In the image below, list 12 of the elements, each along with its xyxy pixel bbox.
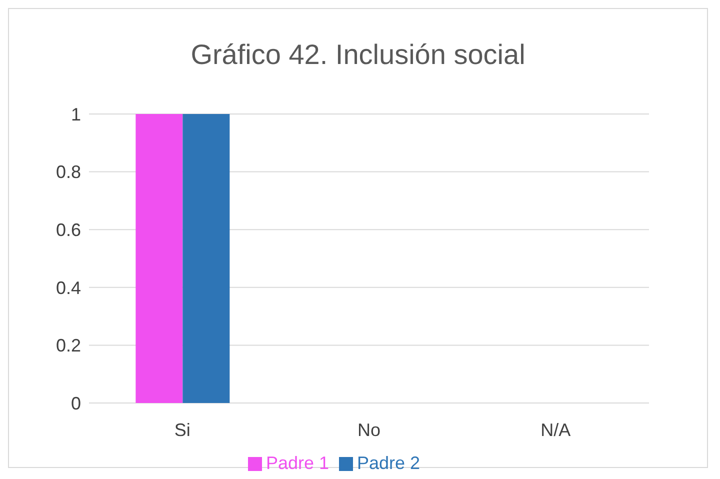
legend-label: Padre 1 (266, 453, 329, 473)
y-tick-label: 0.8 (56, 162, 81, 182)
x-tick-label: No (357, 420, 381, 440)
y-tick-label: 0 (70, 393, 81, 414)
y-tick-label: 0.2 (56, 336, 81, 356)
y-tick-label: 0.6 (56, 220, 81, 240)
x-tick-label: N/A (540, 420, 571, 440)
chart-title: Gráfico 42. Inclusión social (190, 39, 526, 72)
x-tick-label: Si (174, 420, 190, 440)
y-tick-label: 0.4 (56, 278, 81, 298)
y-tick-label: 1 (70, 104, 81, 124)
legend-label: Padre 2 (357, 453, 420, 473)
